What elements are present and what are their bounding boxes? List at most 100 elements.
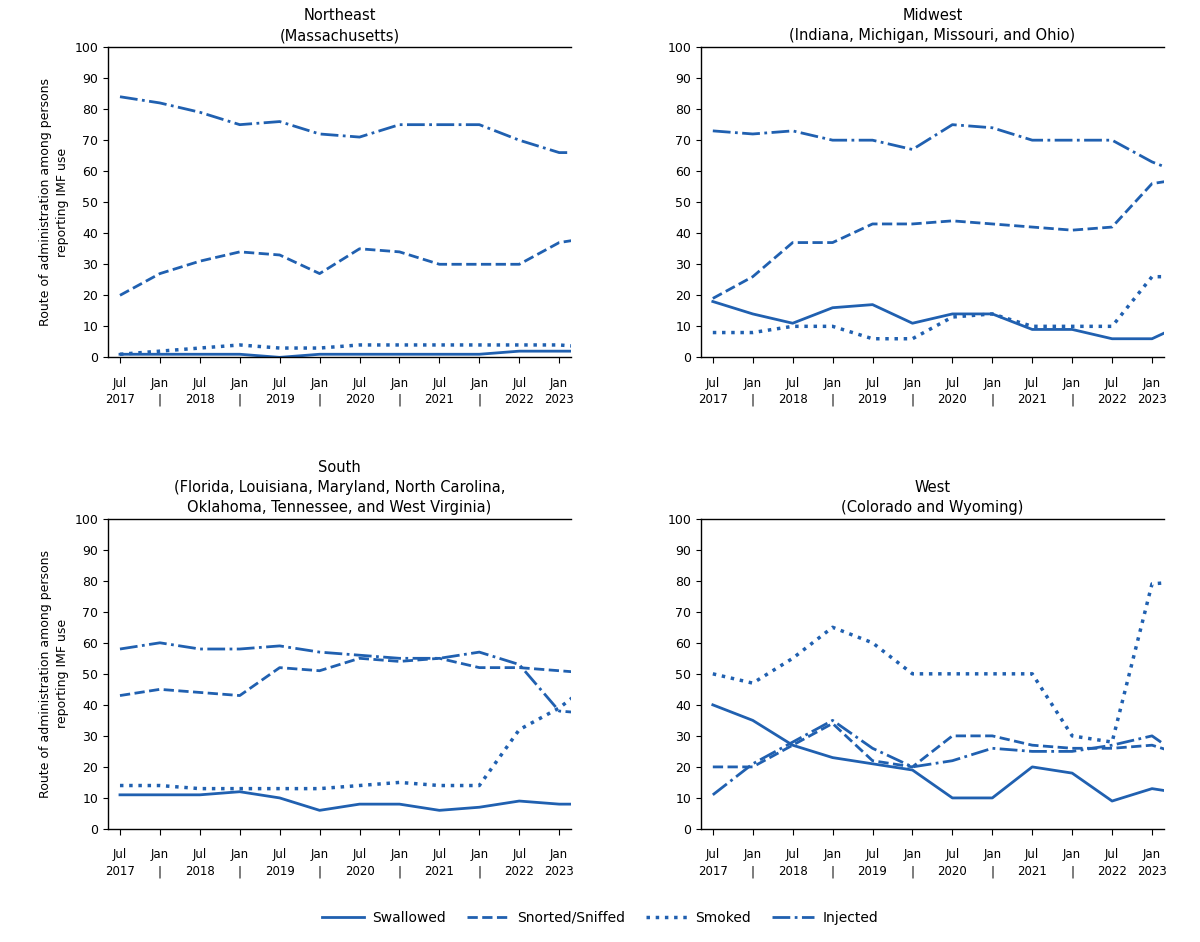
Text: Jan: Jan — [151, 849, 169, 861]
Y-axis label: Route of administration among persons
reporting IMF use: Route of administration among persons re… — [38, 78, 68, 326]
Text: |: | — [990, 394, 995, 407]
Text: |: | — [397, 865, 402, 878]
Text: Jul: Jul — [1105, 377, 1120, 390]
Text: Jul: Jul — [512, 377, 527, 390]
Text: Jul: Jul — [272, 377, 287, 390]
Text: 2023: 2023 — [545, 865, 574, 878]
Text: |: | — [238, 865, 241, 878]
Text: Jul: Jul — [113, 849, 127, 861]
Text: |: | — [318, 865, 322, 878]
Text: 2021: 2021 — [425, 394, 455, 407]
Text: 2017: 2017 — [698, 394, 727, 407]
Title: Northeast
(Massachusetts): Northeast (Massachusetts) — [280, 8, 400, 43]
Text: 2019: 2019 — [858, 394, 888, 407]
Text: Jan: Jan — [390, 849, 408, 861]
Text: Jul: Jul — [1105, 849, 1120, 861]
Text: Jan: Jan — [1142, 377, 1162, 390]
Text: 2018: 2018 — [778, 394, 808, 407]
Text: Jul: Jul — [113, 377, 127, 390]
Text: |: | — [911, 865, 914, 878]
Text: 2021: 2021 — [1018, 865, 1048, 878]
Text: Jan: Jan — [550, 849, 569, 861]
Text: Jan: Jan — [823, 849, 841, 861]
Text: Jul: Jul — [193, 377, 206, 390]
Text: Jan: Jan — [151, 377, 169, 390]
Text: 2018: 2018 — [778, 865, 808, 878]
Text: Jul: Jul — [865, 377, 880, 390]
Text: Jul: Jul — [946, 377, 960, 390]
Text: 2017: 2017 — [698, 865, 727, 878]
Text: Jul: Jul — [353, 377, 367, 390]
Text: |: | — [911, 394, 914, 407]
Text: Jul: Jul — [432, 849, 446, 861]
Text: |: | — [830, 394, 835, 407]
Y-axis label: Route of administration among persons
reporting IMF use: Route of administration among persons re… — [38, 550, 68, 798]
Text: Jan: Jan — [470, 377, 488, 390]
Text: Jan: Jan — [983, 849, 1001, 861]
Text: 2020: 2020 — [344, 865, 374, 878]
Text: 2022: 2022 — [504, 394, 534, 407]
Text: Jul: Jul — [946, 849, 960, 861]
Text: Jan: Jan — [823, 377, 841, 390]
Text: 2019: 2019 — [858, 865, 888, 878]
Text: Jul: Jul — [706, 377, 720, 390]
Text: 2022: 2022 — [504, 865, 534, 878]
Text: 2021: 2021 — [1018, 394, 1048, 407]
Text: Jan: Jan — [230, 377, 248, 390]
Text: |: | — [751, 394, 755, 407]
Text: Jan: Jan — [1063, 849, 1081, 861]
Text: Jan: Jan — [904, 377, 922, 390]
Text: Jan: Jan — [311, 849, 329, 861]
Text: 2020: 2020 — [937, 865, 967, 878]
Text: |: | — [830, 865, 835, 878]
Text: 2023: 2023 — [1138, 865, 1166, 878]
Text: Jan: Jan — [550, 377, 569, 390]
Text: Jan: Jan — [230, 849, 248, 861]
Text: Jan: Jan — [1063, 377, 1081, 390]
Text: Jul: Jul — [193, 849, 206, 861]
Text: 2019: 2019 — [265, 394, 295, 407]
Text: 2020: 2020 — [937, 394, 967, 407]
Text: 2021: 2021 — [425, 865, 455, 878]
Text: Jul: Jul — [272, 849, 287, 861]
Text: |: | — [1070, 394, 1074, 407]
Text: Jul: Jul — [512, 849, 527, 861]
Text: Jan: Jan — [744, 377, 762, 390]
Text: Jan: Jan — [744, 849, 762, 861]
Text: |: | — [238, 394, 241, 407]
Text: |: | — [478, 394, 481, 407]
Title: South
(Florida, Louisiana, Maryland, North Carolina,
Oklahoma, Tennessee, and We: South (Florida, Louisiana, Maryland, Nor… — [174, 460, 505, 514]
Text: 2022: 2022 — [1097, 394, 1127, 407]
Text: Jul: Jul — [1025, 377, 1039, 390]
Text: Jan: Jan — [390, 377, 408, 390]
Text: |: | — [1070, 865, 1074, 878]
Text: Jul: Jul — [786, 377, 800, 390]
Legend: Swallowed, Snorted/Sniffed, Smoked, Injected: Swallowed, Snorted/Sniffed, Smoked, Inje… — [317, 905, 883, 931]
Text: |: | — [397, 394, 402, 407]
Text: Jul: Jul — [865, 849, 880, 861]
Text: Jul: Jul — [1025, 849, 1039, 861]
Text: 2019: 2019 — [265, 865, 295, 878]
Text: |: | — [990, 865, 995, 878]
Text: Jan: Jan — [904, 849, 922, 861]
Text: Jul: Jul — [432, 377, 446, 390]
Text: Jul: Jul — [786, 849, 800, 861]
Text: 2020: 2020 — [344, 394, 374, 407]
Text: Jan: Jan — [311, 377, 329, 390]
Text: |: | — [158, 865, 162, 878]
Text: Jan: Jan — [470, 849, 488, 861]
Text: 2018: 2018 — [185, 394, 215, 407]
Text: 2017: 2017 — [106, 394, 134, 407]
Text: Jul: Jul — [353, 849, 367, 861]
Text: |: | — [318, 394, 322, 407]
Text: 2023: 2023 — [545, 394, 574, 407]
Text: Jan: Jan — [983, 377, 1001, 390]
Text: 2017: 2017 — [106, 865, 134, 878]
Text: |: | — [751, 865, 755, 878]
Text: 2018: 2018 — [185, 865, 215, 878]
Title: Midwest
(Indiana, Michigan, Missouri, and Ohio): Midwest (Indiana, Michigan, Missouri, an… — [790, 8, 1075, 43]
Text: 2023: 2023 — [1138, 394, 1166, 407]
Text: Jan: Jan — [1142, 849, 1162, 861]
Text: 2022: 2022 — [1097, 865, 1127, 878]
Text: Jul: Jul — [706, 849, 720, 861]
